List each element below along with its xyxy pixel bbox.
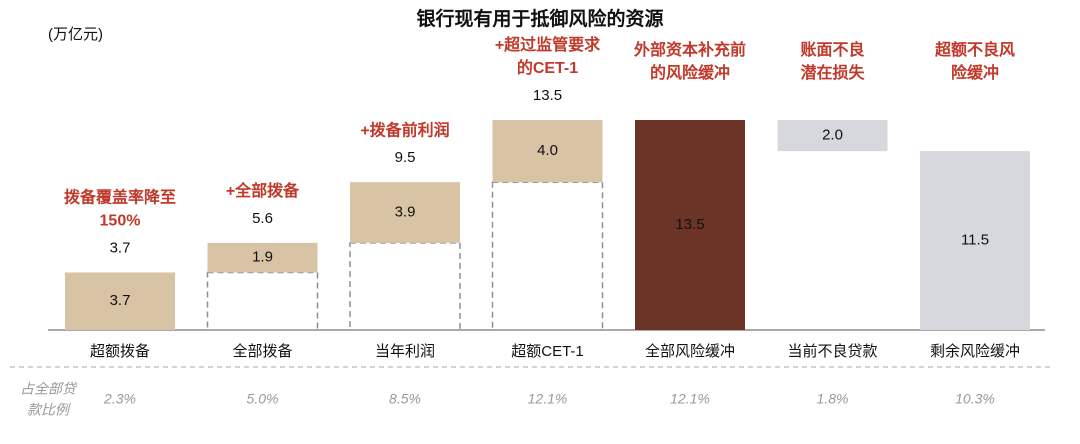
annotation: 拨备覆盖率降至 (64, 188, 176, 207)
x-tick-label: 当年利润 (375, 343, 435, 360)
value-label: 2.0 (822, 127, 843, 144)
annotation: 外部资本补充前 (633, 40, 746, 59)
total-label: 5.6 (252, 210, 273, 227)
ratio-label: 12.1% (528, 391, 568, 407)
ratio-title: 款比例 (27, 402, 71, 418)
value-label: 11.5 (961, 232, 989, 249)
annotation: 潜在损失 (800, 63, 865, 82)
value-label: 1.9 (252, 249, 273, 266)
annotation: 超额不良风 (934, 40, 1015, 59)
ratio-label: 8.5% (389, 391, 421, 407)
base-box (349, 242, 461, 331)
x-tick-label: 剩余风险缓冲 (930, 342, 1020, 360)
bar (207, 242, 318, 273)
bar (65, 272, 175, 330)
annotation: +拨备前利润 (360, 120, 449, 139)
value-label: 3.9 (395, 204, 416, 221)
chart-title: 银行现有用于抵御风险的资源 (416, 7, 663, 30)
x-tick-label: 全部拨备 (232, 342, 292, 360)
annotation: 账面不良 (800, 40, 864, 59)
ratio-title: 占全部贷 (20, 381, 78, 397)
ratio-label: 1.8% (817, 391, 849, 407)
annotation: 的CET-1 (517, 58, 578, 77)
bar (920, 151, 1030, 330)
annotation: 的风险缓冲 (650, 63, 730, 82)
total-label: 9.5 (395, 149, 416, 166)
x-tick-label: 超额拨备 (90, 343, 150, 360)
ratio-label: 5.0% (247, 391, 279, 407)
total-label: 13.5 (533, 87, 562, 104)
annotation: 险缓冲 (951, 63, 999, 82)
value-label: 13.5 (675, 216, 704, 233)
bar (777, 120, 888, 152)
x-tick-label: 超额CET-1 (511, 343, 584, 360)
value-label: 3.7 (110, 292, 131, 309)
annotation: +超过监管要求 (495, 35, 601, 54)
ratio-label: 2.3% (103, 391, 136, 407)
bar (635, 120, 745, 330)
ratio-label: 10.3% (955, 391, 995, 407)
x-tick-label: 当前不良贷款 (787, 343, 877, 360)
base-box (206, 271, 319, 331)
unit-label: (万亿元) (48, 26, 103, 43)
bar (492, 120, 603, 183)
value-label: 4.0 (537, 142, 558, 159)
annotation: +全部拨备 (226, 181, 300, 200)
base-box (491, 181, 604, 331)
bar (350, 182, 460, 243)
total-label: 3.7 (110, 239, 131, 256)
x-tick-label: 全部风险缓冲 (645, 342, 735, 360)
annotation: 150% (100, 213, 141, 230)
ratio-label: 12.1% (670, 391, 710, 407)
